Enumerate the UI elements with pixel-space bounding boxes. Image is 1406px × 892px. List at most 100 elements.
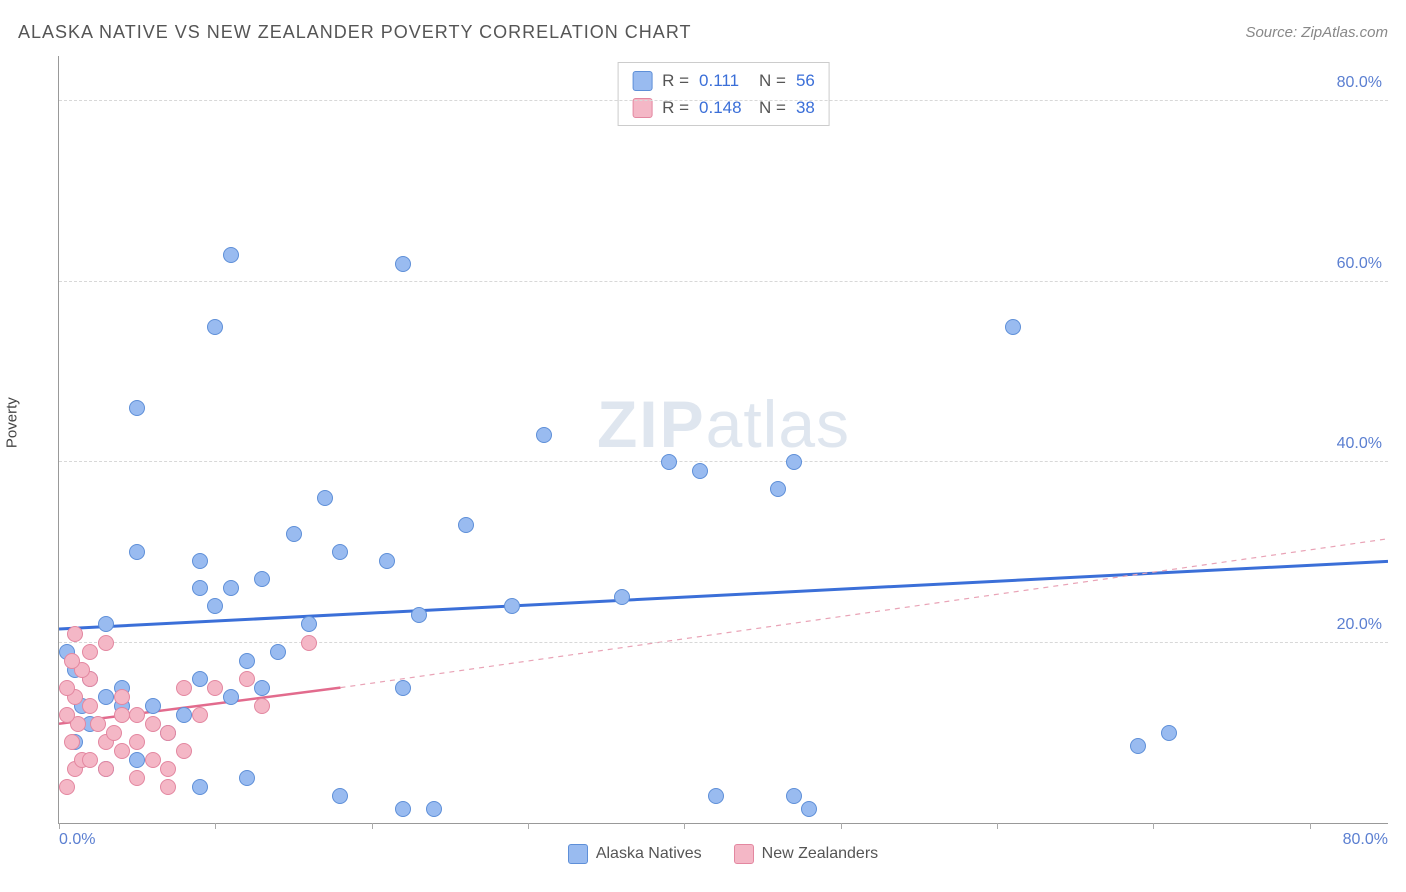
legend-label: Alaska Natives (596, 845, 702, 863)
scatter-point (411, 607, 427, 623)
scatter-point (160, 779, 176, 795)
scatter-point (395, 256, 411, 272)
legend-swatch-icon (632, 71, 652, 91)
scatter-point (1005, 319, 1021, 335)
scatter-point (395, 680, 411, 696)
y-tick-label: 60.0% (1337, 255, 1382, 273)
scatter-point (129, 707, 145, 723)
chart-container: Poverty ZIPatlas 0.0% 80.0% R =0.111N =5… (18, 56, 1388, 874)
scatter-point (129, 734, 145, 750)
stat-r-label: R = (662, 67, 689, 94)
scatter-point (90, 716, 106, 732)
scatter-point (82, 752, 98, 768)
scatter-point (239, 653, 255, 669)
stat-r-value: 0.111 (699, 67, 749, 94)
scatter-point (301, 616, 317, 632)
scatter-point (145, 716, 161, 732)
scatter-point (82, 644, 98, 660)
scatter-point (270, 644, 286, 660)
x-tick (997, 823, 998, 829)
scatter-point (192, 671, 208, 687)
scatter-point (223, 689, 239, 705)
scatter-point (1161, 725, 1177, 741)
scatter-point (1130, 738, 1146, 754)
y-tick-label: 80.0% (1337, 74, 1382, 92)
plot-area: ZIPatlas 0.0% 80.0% R =0.111N =56R =0.14… (58, 56, 1388, 824)
scatter-point (129, 400, 145, 416)
scatter-point (98, 689, 114, 705)
chart-title: ALASKA NATIVE VS NEW ZEALANDER POVERTY C… (18, 22, 691, 43)
stat-n-value: 56 (796, 67, 815, 94)
scatter-point (59, 680, 75, 696)
legend-swatch-icon (734, 844, 754, 864)
stat-n-label: N = (759, 94, 786, 121)
scatter-point (317, 490, 333, 506)
scatter-point (98, 635, 114, 651)
scatter-point (64, 653, 80, 669)
scatter-point (129, 770, 145, 786)
y-tick-label: 40.0% (1337, 435, 1382, 453)
legend-swatch-icon (568, 844, 588, 864)
x-tick (59, 823, 60, 829)
scatter-point (59, 707, 75, 723)
y-tick-label: 20.0% (1337, 616, 1382, 634)
x-tick (528, 823, 529, 829)
watermark: ZIPatlas (597, 386, 850, 462)
stats-row: R = 0.111 N = 56 (632, 67, 815, 94)
stats-row: R = 0.148 N = 38 (632, 94, 815, 121)
scatter-point (332, 544, 348, 560)
scatter-point (192, 779, 208, 795)
scatter-point (223, 247, 239, 263)
scatter-point (239, 770, 255, 786)
scatter-point (458, 517, 474, 533)
stat-r-label: R = (662, 94, 689, 121)
stat-r-value: 0.148 (699, 94, 749, 121)
scatter-point (614, 589, 630, 605)
source-text: Source: ZipAtlas.com (1245, 24, 1388, 41)
gridline (59, 281, 1388, 282)
y-axis-label: Poverty (4, 397, 21, 448)
x-tick (372, 823, 373, 829)
scatter-point (379, 553, 395, 569)
scatter-point (207, 680, 223, 696)
scatter-point (192, 580, 208, 596)
x-tick (1310, 823, 1311, 829)
scatter-point (114, 743, 130, 759)
scatter-point (661, 454, 677, 470)
scatter-point (129, 752, 145, 768)
scatter-point (145, 698, 161, 714)
scatter-point (395, 801, 411, 817)
gridline (59, 642, 1388, 643)
scatter-point (64, 734, 80, 750)
scatter-point (786, 454, 802, 470)
gridline (59, 100, 1388, 101)
scatter-point (786, 788, 802, 804)
scatter-point (426, 801, 442, 817)
x-tick (684, 823, 685, 829)
scatter-point (106, 725, 122, 741)
scatter-point (332, 788, 348, 804)
scatter-point (176, 680, 192, 696)
scatter-point (223, 580, 239, 596)
scatter-point (504, 598, 520, 614)
bottom-legend: Alaska NativesNew Zealanders (58, 834, 1388, 874)
scatter-point (114, 689, 130, 705)
scatter-point (254, 680, 270, 696)
scatter-point (98, 761, 114, 777)
x-tick (841, 823, 842, 829)
scatter-point (160, 761, 176, 777)
scatter-point (207, 319, 223, 335)
stat-n-label: N = (759, 67, 786, 94)
scatter-point (536, 427, 552, 443)
scatter-point (176, 707, 192, 723)
scatter-point (160, 725, 176, 741)
stats-legend-box: R = 0.111 N = 56 R = 0.148 N = 38 (617, 62, 830, 126)
scatter-point (67, 626, 83, 642)
scatter-point (770, 481, 786, 497)
legend-item: Alaska Natives (568, 844, 702, 864)
x-tick (215, 823, 216, 829)
x-tick (1153, 823, 1154, 829)
scatter-point (254, 698, 270, 714)
stat-n-value: 38 (796, 94, 815, 121)
scatter-point (114, 707, 130, 723)
